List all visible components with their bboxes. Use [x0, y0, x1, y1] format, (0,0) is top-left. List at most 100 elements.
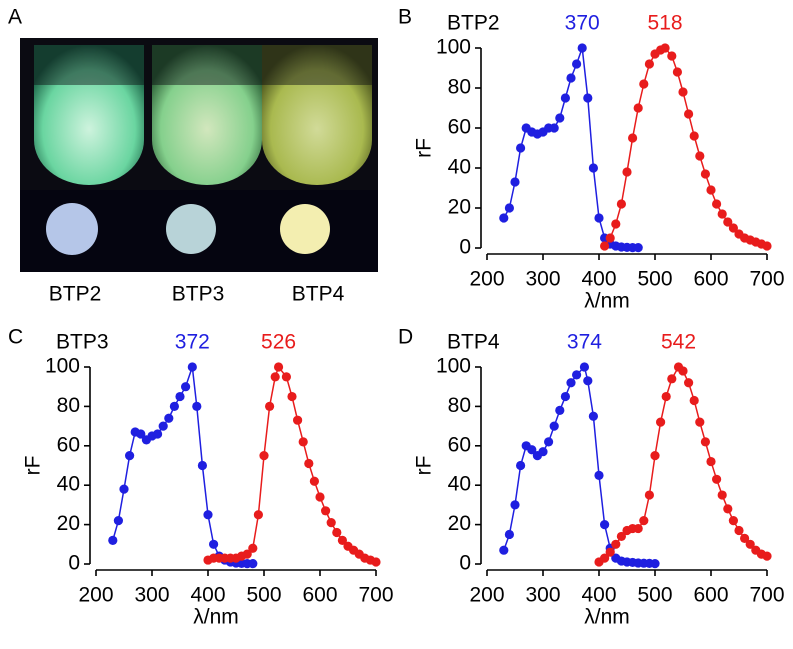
data-point [136, 429, 146, 439]
series-line [603, 47, 768, 247]
x-tick-label: 200 [469, 268, 504, 291]
x-tick-label: 700 [358, 584, 393, 607]
data-point [745, 539, 755, 549]
panel-label: B [398, 6, 412, 29]
data-point [287, 391, 297, 402]
data-point [684, 109, 694, 119]
data-point [273, 362, 284, 372]
data-point [371, 557, 381, 567]
y-tick-label: 20 [448, 512, 471, 535]
data-point [153, 429, 163, 439]
data-point [695, 151, 705, 161]
data-point [712, 474, 722, 484]
photo-caption: BTP4 [292, 283, 345, 306]
data-point [293, 415, 303, 425]
data-point [544, 437, 554, 447]
y-tick-label: 80 [57, 394, 80, 417]
y-axis-label: rF [413, 456, 436, 476]
data-point [265, 401, 275, 411]
data-point [762, 241, 772, 251]
data-point [639, 79, 649, 89]
data-point [270, 372, 280, 382]
data-point [689, 395, 699, 406]
data-point [717, 490, 727, 500]
y-tick-label: 60 [448, 433, 471, 456]
data-point [108, 535, 118, 545]
data-point [549, 123, 559, 133]
x-tick-label: 700 [749, 584, 784, 607]
x-tick-label: 300 [525, 584, 560, 607]
data-point [600, 520, 610, 530]
data-point [566, 73, 576, 83]
data-point [181, 382, 191, 392]
data-point [169, 401, 179, 411]
data-point [125, 451, 135, 461]
x-tick-label: 700 [749, 268, 784, 291]
data-point [605, 233, 615, 243]
data-point [740, 533, 750, 543]
data-point [633, 103, 643, 113]
data-point [549, 421, 559, 431]
data-point [248, 543, 258, 553]
x-tick-label: 400 [581, 268, 616, 291]
data-point [639, 516, 649, 526]
data-point [158, 421, 168, 431]
y-tick-label: 80 [448, 76, 471, 99]
data-point [706, 456, 716, 467]
data-point [644, 490, 655, 500]
panel-label: D [398, 326, 413, 349]
y-tick-label: 100 [436, 36, 471, 59]
y-tick-label: 20 [57, 512, 80, 535]
data-point [706, 185, 716, 195]
data-point [717, 209, 727, 219]
peak-annotation: 526 [261, 331, 296, 354]
data-point [560, 93, 571, 103]
peak-annotation: 372 [175, 331, 210, 354]
data-point [315, 492, 325, 502]
photo-caption: BTP3 [172, 283, 225, 306]
data-point [577, 43, 587, 53]
data-point [242, 549, 252, 559]
data-point [660, 43, 670, 53]
data-point [197, 460, 207, 471]
panel-label: C [8, 326, 23, 349]
data-point [516, 460, 526, 471]
data-point [572, 370, 582, 380]
x-tick-label: 300 [525, 268, 560, 291]
y-tick-label: 80 [448, 394, 471, 417]
data-point [583, 93, 593, 103]
data-point [633, 243, 643, 253]
data-point [678, 87, 688, 97]
y-tick-label: 40 [448, 156, 471, 179]
data-point [611, 219, 621, 229]
chart-title: BTP3 [56, 331, 109, 354]
data-point [332, 527, 342, 538]
data-point [337, 535, 347, 545]
photo [20, 38, 378, 272]
x-tick-label: 200 [469, 584, 504, 607]
data-point [321, 506, 331, 516]
x-tick-label: 200 [78, 584, 113, 607]
peak-annotation: 518 [648, 12, 683, 35]
data-point [600, 241, 610, 251]
data-point [499, 545, 509, 555]
x-axis-label: λ/nm [584, 290, 630, 313]
data-point [326, 518, 336, 528]
data-point [566, 378, 576, 388]
data-point [259, 451, 269, 461]
y-tick-label: 0 [459, 236, 471, 259]
data-point [281, 372, 291, 382]
data-point [650, 559, 660, 569]
data-point [510, 177, 520, 187]
data-point [600, 553, 610, 563]
data-point [650, 451, 660, 461]
peak-annotation: 542 [661, 331, 696, 354]
x-tick-label: 300 [134, 584, 169, 607]
data-point [762, 551, 772, 561]
y-tick-label: 0 [68, 552, 80, 575]
chart-title: BTP2 [447, 12, 500, 35]
peak-annotation: 374 [567, 331, 602, 354]
data-point [723, 504, 733, 514]
data-point [510, 500, 520, 510]
